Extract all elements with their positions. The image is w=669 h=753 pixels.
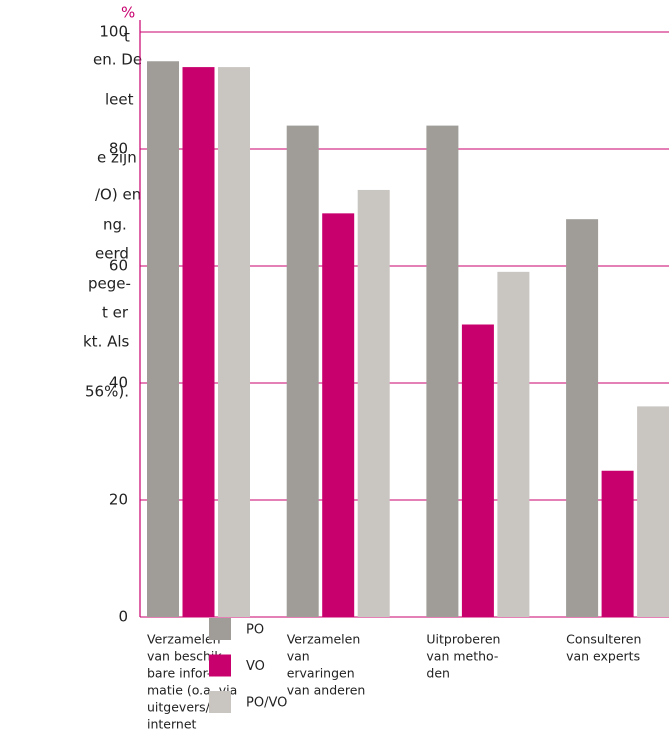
bar	[218, 67, 250, 618]
side-text: t	[124, 28, 130, 46]
side-text: kt. Als	[83, 333, 130, 351]
x-tick-label: den	[426, 666, 450, 681]
side-text: ng.	[103, 216, 127, 234]
x-tick-label: van beschik-	[147, 649, 226, 664]
bar	[147, 61, 179, 617]
side-text: e zijn	[97, 149, 137, 167]
x-tick-label: Verzamelen	[147, 632, 221, 647]
bar	[182, 67, 215, 618]
side-text: 56%).	[85, 383, 129, 401]
bar	[637, 406, 669, 617]
side-text: /O) en	[95, 186, 141, 204]
legend-swatch	[209, 654, 231, 677]
x-tick-label: Verzamelen	[287, 632, 361, 647]
bar	[601, 470, 634, 617]
x-tick-label: Consulteren	[566, 632, 641, 647]
x-tick-label: Uitproberen	[426, 632, 500, 647]
legend-swatch	[209, 618, 231, 640]
bar	[461, 324, 494, 617]
bar	[426, 125, 459, 617]
y-tick-label: 80	[109, 140, 128, 158]
side-text: t er	[102, 304, 129, 322]
y-tick-label: 60	[109, 257, 128, 275]
x-tick-label: internet	[147, 717, 197, 732]
x-tick-label: uitgevers/	[147, 700, 211, 715]
bar	[357, 189, 390, 617]
y-tick-label: 20	[109, 491, 128, 509]
legend-label: PO/VO	[246, 696, 287, 711]
side-text: pege-	[88, 275, 131, 293]
x-tick-label: van	[287, 649, 310, 664]
y-axis-label: %	[121, 4, 135, 22]
legend-label: VO	[246, 659, 265, 674]
y-tick-label: 40	[109, 374, 128, 392]
x-tick-label: ervaringen	[287, 666, 355, 681]
x-tick-label: van experts	[566, 649, 640, 664]
bar	[497, 271, 530, 617]
y-tick-label: 0	[118, 608, 128, 626]
side-text: eerd	[95, 245, 129, 263]
side-text: leet	[105, 91, 134, 109]
bar	[322, 213, 355, 617]
bar	[286, 125, 319, 617]
y-tick-label: 100	[99, 23, 128, 41]
x-tick-label: van metho-	[426, 649, 498, 664]
legend-swatch	[209, 691, 231, 713]
side-text: en. De	[93, 51, 142, 69]
legend-label: PO	[246, 623, 264, 638]
x-tick-label: van anderen	[287, 683, 366, 698]
bar	[566, 219, 599, 617]
x-tick-label: bare infor-	[147, 666, 211, 681]
